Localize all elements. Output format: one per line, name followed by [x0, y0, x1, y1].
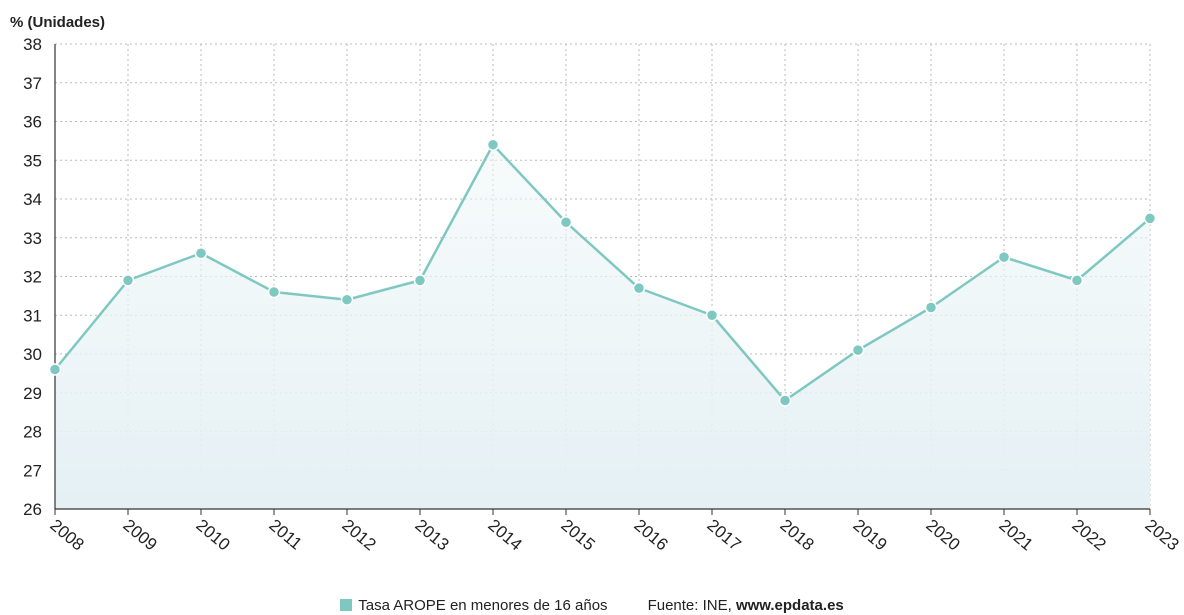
y-tick-label: 32	[23, 268, 42, 287]
x-tick-label: 2009	[119, 516, 160, 555]
y-tick-label: 29	[23, 384, 42, 403]
data-point	[924, 301, 938, 314]
x-tick-label: 2015	[557, 516, 598, 555]
data-point	[778, 394, 792, 407]
data-point	[486, 138, 500, 151]
data-point	[413, 274, 427, 287]
axes	[54, 44, 1151, 515]
series-line	[54, 143, 1151, 402]
legend-item: Tasa AROPE en menores de 16 años	[340, 596, 608, 614]
y-tick-label: 37	[23, 74, 42, 93]
data-point	[705, 309, 719, 322]
data-point	[559, 216, 573, 229]
x-tick-label: 2010	[192, 516, 233, 555]
y-tick-label: 35	[23, 151, 42, 170]
y-tick-label: 38	[23, 35, 42, 54]
data-point	[121, 274, 135, 287]
data-point	[48, 363, 62, 376]
x-tick-label: 2011	[265, 516, 305, 554]
x-tick-labels: 2008 2009 2010 2011 2012 2013 2014 2015 2016 2017…	[46, 516, 1182, 555]
chart-footer: Tasa AROPE en menores de 16 años Fuente:…	[0, 595, 1184, 615]
y-tick-label: 26	[23, 500, 42, 519]
x-tick-label: 2017	[703, 516, 744, 555]
y-tick-label: 31	[23, 306, 42, 325]
source-prefix: Fuente: INE,	[647, 596, 736, 614]
y-tick-label: 27	[23, 461, 42, 480]
x-tick-label: 2022	[1068, 516, 1109, 555]
source-site: www.epdata.es	[735, 596, 844, 614]
x-tick-label: 2021	[995, 516, 1036, 555]
y-tick-label: 34	[23, 190, 42, 209]
x-tick-label: 2008	[46, 516, 87, 555]
data-point	[1070, 274, 1084, 287]
data-point	[997, 250, 1011, 264]
x-tick-label: 2023	[1141, 516, 1182, 555]
x-tick-label: 2012	[338, 516, 379, 555]
x-tick-label: 2016	[630, 516, 671, 555]
area-fill-group	[55, 144, 1150, 509]
x-tick-label: 2013	[411, 516, 452, 555]
data-point	[851, 343, 865, 357]
series-area	[55, 144, 1150, 509]
x-tick-label: 2019	[849, 516, 890, 555]
y-tick-label: 30	[23, 345, 42, 364]
y-tick-label: 36	[23, 113, 42, 132]
series-line-group	[54, 143, 1151, 402]
data-point	[194, 247, 208, 260]
y-axis-unit-label: % (Unidades)	[10, 14, 106, 31]
y-tick-labels: 26 27 28 29 30 31 32 33 34 35 36 37 38	[23, 35, 42, 519]
data-point	[267, 285, 281, 299]
data-point	[1143, 212, 1157, 225]
x-tick-label: 2018	[776, 516, 817, 555]
y-tick-label: 33	[23, 229, 42, 248]
x-tick-label: 2020	[922, 516, 963, 555]
data-points-group	[48, 138, 1157, 407]
x-tick-label: 2014	[484, 516, 525, 555]
source-note: Fuente: INE, www.epdata.es	[648, 597, 844, 614]
data-point	[632, 281, 646, 295]
data-point	[340, 293, 354, 306]
y-tick-label: 28	[23, 423, 42, 442]
legend-label: Tasa AROPE en menores de 16 años	[358, 596, 608, 614]
legend-swatch	[340, 599, 353, 611]
